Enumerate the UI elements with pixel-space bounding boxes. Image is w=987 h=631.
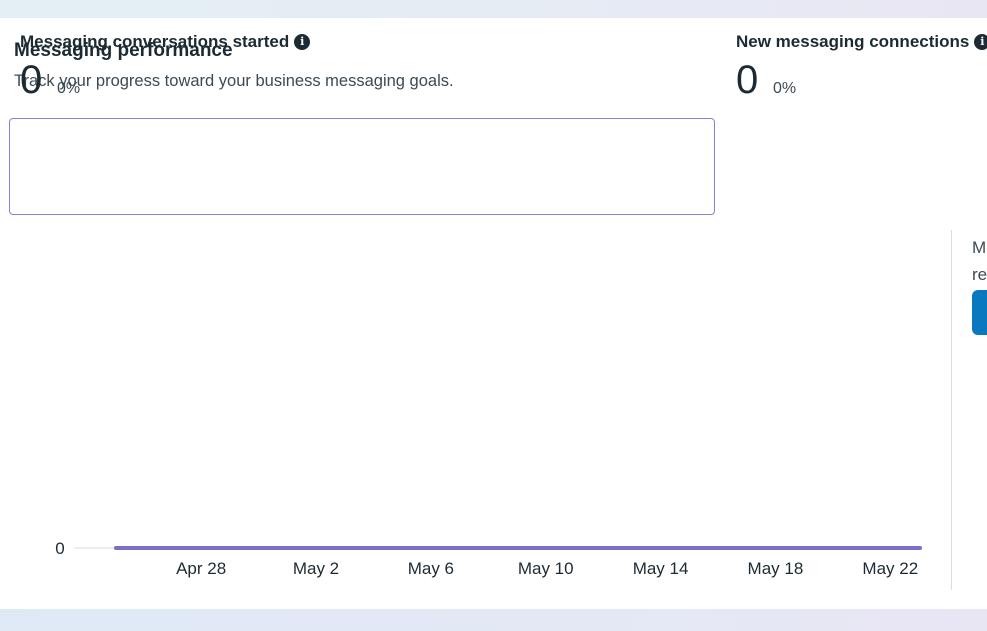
panel-title: Messaging performance [14, 40, 233, 61]
metric-label-text: Messaging conversations started [20, 32, 290, 51]
panel-divider [951, 230, 952, 590]
bottom-background-band [0, 609, 987, 631]
side-panel-text: M re [972, 234, 987, 288]
metric-label: Messaging conversations started i [20, 32, 311, 52]
x-tick-label: May 18 [748, 559, 804, 578]
metric-value: 0 [20, 58, 43, 102]
top-background-band [0, 0, 987, 18]
x-tick-label: May 6 [408, 559, 454, 578]
info-icon[interactable]: i [294, 34, 311, 50]
x-tick-label: May 22 [862, 559, 918, 578]
metric-label-text: New messaging connections [736, 32, 970, 51]
x-tick-label: May 14 [633, 559, 689, 578]
metric-change: 0% [57, 80, 81, 97]
side-panel-line: M [972, 238, 987, 257]
x-tick-label: May 10 [518, 559, 574, 578]
x-tick-label: May 2 [293, 559, 339, 578]
metric-change: 0% [773, 80, 797, 97]
metric-value: 0 [736, 58, 759, 102]
messaging-performance-panel: Messaging performance Track your progres… [0, 18, 987, 609]
conversations-line-chart: 0 Apr 28 May 2 May 6 May 10 May 14 May 18 May 2… [55, 539, 922, 578]
x-tick-label: Apr 28 [176, 559, 226, 578]
metric-label: New messaging connections i [736, 32, 987, 52]
side-panel-button[interactable] [972, 290, 987, 335]
side-panel-line: re [972, 265, 987, 284]
info-icon[interactable]: i [974, 34, 987, 50]
metric-card-selected[interactable] [9, 118, 715, 215]
y-tick-label: 0 [55, 539, 64, 558]
panel-subtitle: Track your progress toward your business… [14, 72, 454, 90]
